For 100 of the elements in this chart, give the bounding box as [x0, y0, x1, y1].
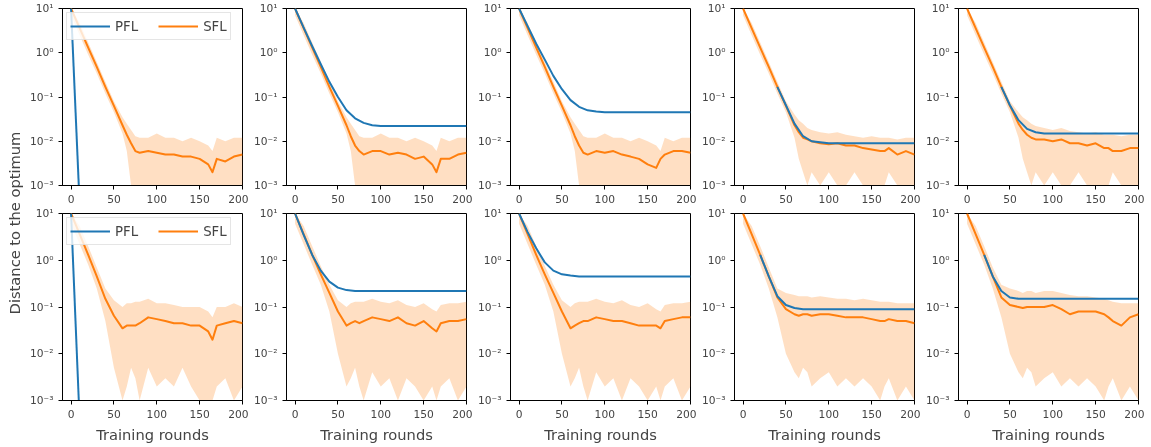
x-tick-label: 50 [1003, 192, 1017, 206]
y-tick-label: 10¹ [259, 2, 278, 15]
x-tick-label: 0 [963, 192, 971, 206]
x-tick-label: 100 [146, 192, 168, 206]
y-tick-label: 10⁻¹ [702, 90, 726, 104]
legend-label: SFL [203, 223, 227, 239]
x-tick-label: 50 [779, 407, 793, 421]
x-tick-label: 100 [594, 407, 616, 421]
y-tick-label: 10⁰ [35, 46, 54, 60]
x-axis-title: Training rounds [95, 425, 209, 443]
x-tick-label: 200 [1124, 407, 1145, 421]
x-tick-label: 200 [676, 407, 697, 421]
x-tick-label: 50 [555, 192, 569, 206]
legend-label: SFL [203, 18, 227, 34]
x-tick-label: 150 [189, 407, 211, 421]
y-tick-label: 10⁰ [707, 253, 726, 267]
y-tick-label: 10⁻¹ [926, 90, 950, 104]
x-tick-label: 0 [291, 407, 299, 421]
x-tick-label: 50 [779, 192, 793, 206]
y-tick-label: 10⁻¹ [478, 300, 502, 314]
x-tick-label: 50 [107, 192, 121, 206]
x-tick-label: 100 [594, 192, 616, 206]
y-tick-label: 10⁰ [483, 46, 502, 60]
x-tick-label: 200 [900, 407, 921, 421]
y-tick-label: 10⁻³ [254, 394, 278, 407]
x-tick-label: 50 [1003, 407, 1017, 421]
y-tick-label: 10¹ [35, 207, 54, 220]
x-tick-label: 100 [818, 407, 840, 421]
y-tick-label: 10⁻¹ [478, 90, 502, 104]
y-tick-label: 10⁻² [926, 134, 950, 148]
x-tick-label: 150 [861, 407, 883, 421]
y-tick-label: 10⁻¹ [702, 300, 726, 314]
y-tick-label: 10⁻² [30, 347, 54, 361]
x-tick-label: 100 [1042, 192, 1064, 206]
x-tick-label: 200 [900, 192, 921, 206]
y-tick-label: 10⁰ [707, 46, 726, 60]
x-tick-label: 150 [861, 192, 883, 206]
x-tick-label: 0 [739, 407, 747, 421]
x-tick-label: 150 [413, 407, 435, 421]
y-tick-label: 10⁻² [926, 347, 950, 361]
legend-label: PFL [115, 18, 139, 34]
y-tick-label: 10⁻² [702, 347, 726, 361]
x-tick-label: 200 [452, 192, 473, 206]
y-tick-label: 10⁻³ [478, 394, 502, 407]
x-tick-label: 200 [1124, 192, 1145, 206]
x-tick-label: 50 [555, 407, 569, 421]
y-axis-title: Distance to the optimum [6, 131, 24, 315]
x-tick-label: 0 [515, 192, 523, 206]
x-tick-label: 200 [228, 407, 249, 421]
y-tick-label: 10¹ [707, 2, 726, 15]
y-tick-label: 10⁰ [483, 253, 502, 267]
y-tick-label: 10⁻³ [926, 179, 950, 192]
y-tick-label: 10⁻³ [926, 394, 950, 407]
x-tick-label: 150 [1085, 407, 1107, 421]
y-tick-label: 10⁻³ [478, 179, 502, 192]
x-tick-label: 0 [739, 192, 747, 206]
y-tick-label: 10⁰ [259, 46, 278, 60]
x-tick-label: 100 [370, 192, 392, 206]
y-tick-label: 10⁻¹ [30, 90, 54, 104]
x-axis-title: Training rounds [543, 425, 657, 443]
x-tick-label: 200 [452, 407, 473, 421]
x-tick-label: 100 [818, 192, 840, 206]
y-tick-label: 10⁻¹ [30, 300, 54, 314]
x-tick-label: 50 [331, 192, 345, 206]
y-tick-label: 10¹ [483, 2, 502, 15]
y-tick-label: 10⁻² [30, 134, 54, 148]
y-tick-label: 10⁰ [931, 46, 950, 60]
x-axis-title: Training rounds [991, 425, 1105, 443]
y-tick-label: 10¹ [931, 207, 950, 220]
y-tick-label: 10⁻³ [30, 179, 54, 192]
x-tick-label: 150 [1085, 192, 1107, 206]
x-tick-label: 150 [637, 192, 659, 206]
x-tick-label: 100 [370, 407, 392, 421]
y-tick-label: 10¹ [931, 2, 950, 15]
x-tick-label: 150 [637, 407, 659, 421]
y-tick-label: 10⁻² [702, 134, 726, 148]
y-tick-label: 10⁻³ [702, 179, 726, 192]
x-tick-label: 0 [67, 192, 75, 206]
y-tick-label: 10⁻³ [30, 394, 54, 407]
y-tick-label: 10⁻² [254, 134, 278, 148]
x-axis-title: Training rounds [767, 425, 881, 443]
y-tick-label: 10⁻¹ [926, 300, 950, 314]
x-tick-label: 200 [676, 192, 697, 206]
x-tick-label: 150 [413, 192, 435, 206]
x-tick-label: 100 [1042, 407, 1064, 421]
y-tick-label: 10⁻³ [702, 394, 726, 407]
y-tick-label: 10⁻² [478, 347, 502, 361]
x-tick-label: 0 [515, 407, 523, 421]
legend-label: PFL [115, 223, 139, 239]
y-tick-label: 10⁻² [254, 347, 278, 361]
y-tick-label: 10⁻¹ [254, 90, 278, 104]
y-tick-label: 10⁻¹ [254, 300, 278, 314]
x-tick-label: 50 [331, 407, 345, 421]
x-tick-label: 200 [228, 192, 249, 206]
y-tick-label: 10¹ [707, 207, 726, 220]
x-axis-title: Training rounds [319, 425, 433, 443]
x-tick-label: 0 [963, 407, 971, 421]
x-tick-label: 150 [189, 192, 211, 206]
y-tick-label: 10¹ [35, 2, 54, 15]
x-tick-label: 100 [146, 407, 168, 421]
